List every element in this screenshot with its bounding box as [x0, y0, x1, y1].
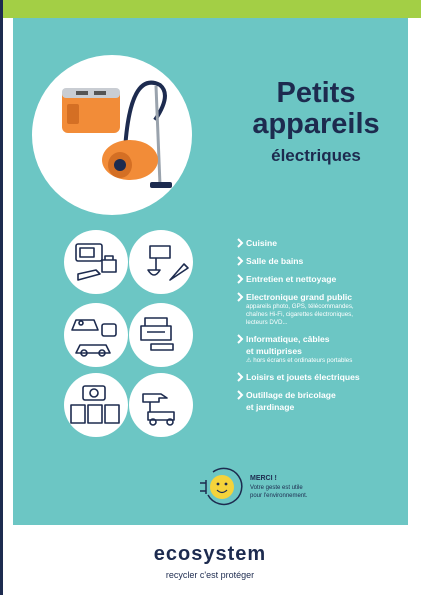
hero-illustration: [32, 55, 192, 215]
thanks-title: MERCI !: [250, 475, 277, 482]
item-label: Electronique grand public: [246, 292, 352, 302]
item-label: Loisirs et jouets électriques: [246, 372, 360, 382]
thanks-line: Votre geste est utile: [250, 485, 303, 491]
subtitle: électriques: [271, 146, 361, 165]
poster: Petits appareils électriques Cuisine Sall…: [0, 0, 421, 595]
item-label: Outillage de bricolage: [246, 390, 336, 400]
page: Petits appareils électriques Cuisine Sall…: [0, 0, 421, 595]
footer-logo: ecosystem: [154, 543, 266, 565]
top-band: [0, 0, 421, 18]
title-line: appareils: [252, 108, 379, 140]
thanks-line: pour l'environnement.: [250, 493, 308, 499]
item-label: et jardinage: [246, 402, 294, 412]
item-detail: ⚠ hors écrans et ordinateurs portables: [246, 357, 352, 364]
left-border: [0, 0, 3, 595]
item-detail: lecteurs DVD...: [246, 319, 288, 326]
item-detail: appareils photo, GPS, télécommandes,: [246, 303, 354, 310]
item-label: Salle de bains: [246, 256, 304, 266]
footer-tagline: recycler c'est protéger: [166, 570, 254, 580]
item-label: Cuisine: [246, 238, 277, 248]
item-label: Entretien et nettoyage: [246, 274, 336, 284]
item-label: Informatique, câbles: [246, 334, 330, 344]
item-label: et multiprises: [246, 346, 302, 356]
item-detail: chaînes Hi-Fi, cigarettes électroniques,: [246, 311, 353, 318]
title-line: Petits: [277, 77, 356, 109]
